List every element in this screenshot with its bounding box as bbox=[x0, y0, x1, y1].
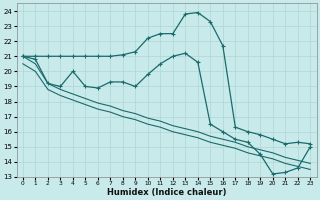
X-axis label: Humidex (Indice chaleur): Humidex (Indice chaleur) bbox=[107, 188, 226, 197]
